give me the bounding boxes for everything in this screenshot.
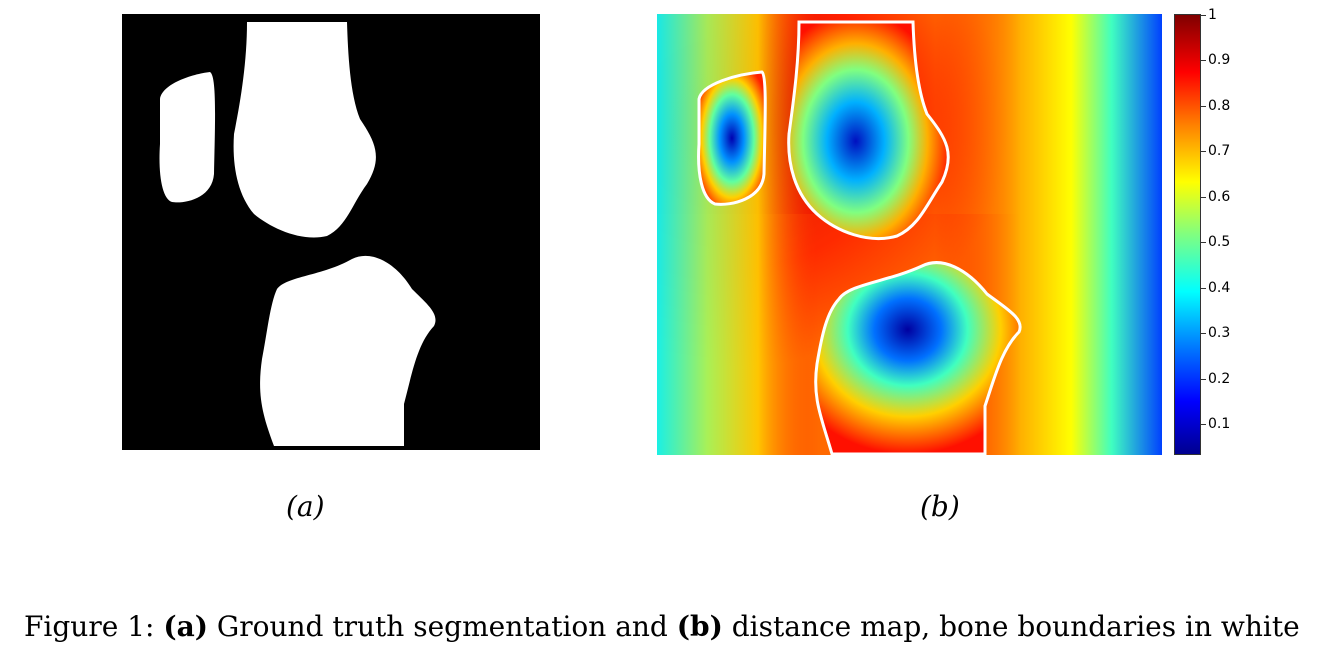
caption-bold-b: (b) [676,610,723,643]
segment-femur [233,22,376,238]
ground-truth-segmentation-image [122,14,540,450]
colorbar-tick-label: 0.6 [1208,189,1231,205]
colorbar-tick-label: 1 [1208,7,1217,23]
caption-text-a: Ground truth segmentation and [207,610,677,643]
segment-small-bone [159,72,216,203]
colorbar-tick-label: 0.3 [1208,325,1231,341]
small-bone-distance-region [697,70,767,206]
segment-tibia [260,255,436,446]
colorbar-tick [1200,379,1206,380]
tibia-distance-region [814,261,1022,456]
colorbar-tick [1200,151,1206,152]
figure-caption: Figure 1: (a) Ground truth segmentation … [24,610,1300,643]
colorbar-tick-label: 0.5 [1208,234,1231,250]
femur-distance-region [787,20,950,241]
colorbar-tick-label: 0.4 [1208,280,1231,296]
colorbar-tick [1200,106,1206,107]
colorbar-tick-label: 0.1 [1208,416,1231,432]
colorbar-tick [1200,15,1206,16]
distance-map-image [657,14,1162,456]
colorbar-tick [1200,288,1206,289]
colorbar-tick [1200,424,1206,425]
colorbar-tick [1200,242,1206,243]
colorbar-tick-label: 0.8 [1208,98,1231,114]
colorbar-tick-label: 0.7 [1208,143,1231,159]
colorbar-tick-label: 0.2 [1208,371,1231,387]
panel-a-label: (a) [286,490,325,523]
caption-prefix: Figure 1: [24,610,164,643]
colorbar-tick [1200,197,1206,198]
colorbar-tick [1200,333,1206,334]
panel-b-label: (b) [920,490,960,523]
caption-bold-a: (a) [163,610,208,643]
colorbar-tick-label: 0.9 [1208,52,1231,68]
caption-text-b: distance map, bone boundaries in white [722,610,1300,643]
colorbar-tick [1200,60,1206,61]
colorbar [1174,14,1201,455]
